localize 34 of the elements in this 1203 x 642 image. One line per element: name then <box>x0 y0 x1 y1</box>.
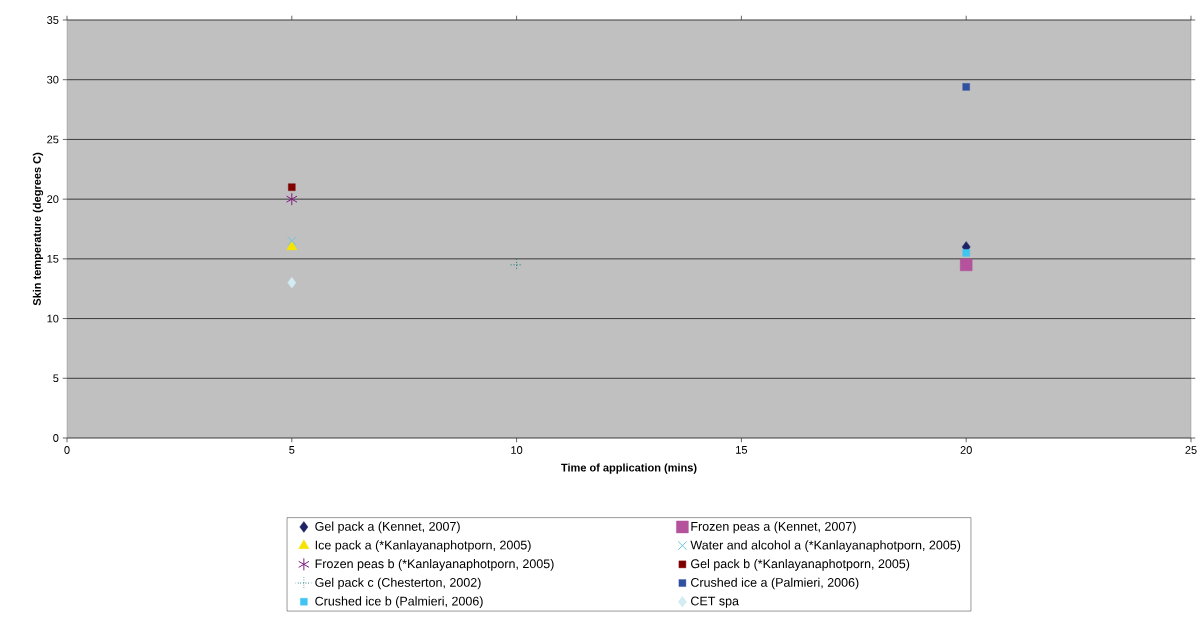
legend-label: CET spa <box>691 596 739 608</box>
legend-label: Gel pack b (*Kanlayanaphotporn, 2005) <box>691 558 910 571</box>
point <box>962 249 970 257</box>
legend-label: Gel pack c (Chesterton, 2002) <box>315 577 481 590</box>
y-tick-label: 30 <box>47 75 59 84</box>
legend-label: Ice pack a (*Kanlayanaphotporn, 2005) <box>315 540 531 552</box>
point <box>288 183 296 191</box>
x-tick-label: 20 <box>960 446 972 454</box>
x-tick-label: 0 <box>64 446 70 454</box>
x-tick-label: 25 <box>1185 446 1197 454</box>
point <box>286 192 298 206</box>
y-tick-label: 35 <box>47 16 59 24</box>
legend-label: Crushed ice a (Palmieri, 2006) <box>691 577 859 590</box>
point <box>287 236 297 246</box>
y-tick-label: 20 <box>47 195 59 204</box>
y-tick-label: 25 <box>47 135 59 144</box>
legend-label: Water and alcohol a (*Kanlayanaphotporn, 2005) <box>690 540 961 552</box>
y-tick-label: 5 <box>53 374 59 383</box>
point <box>286 240 298 251</box>
point <box>962 83 970 91</box>
x-tick-label: 15 <box>736 446 748 454</box>
y-tick-label: 10 <box>47 314 59 323</box>
point <box>287 277 297 289</box>
y-tick-label: 0 <box>53 434 59 442</box>
x-tick-label: 10 <box>511 446 523 454</box>
x-tick-label: 5 <box>289 446 295 454</box>
x-axis-title: Time of application (mins) <box>561 463 697 474</box>
y-axis-title: Skin temperature (degrees C) <box>32 152 44 306</box>
point <box>960 258 973 272</box>
legend-label: Frozen peas b (*Kanlayanaphotporn, 2005) <box>315 558 554 571</box>
legend-label: Gel pack a (Kennet, 2007) <box>315 521 460 534</box>
legend-label: Crushed ice b (Palmieri, 2006) <box>315 596 483 609</box>
legend-label: Frozen peas a (Kennet, 2007) <box>691 521 856 534</box>
y-tick-label: 15 <box>47 255 59 263</box>
